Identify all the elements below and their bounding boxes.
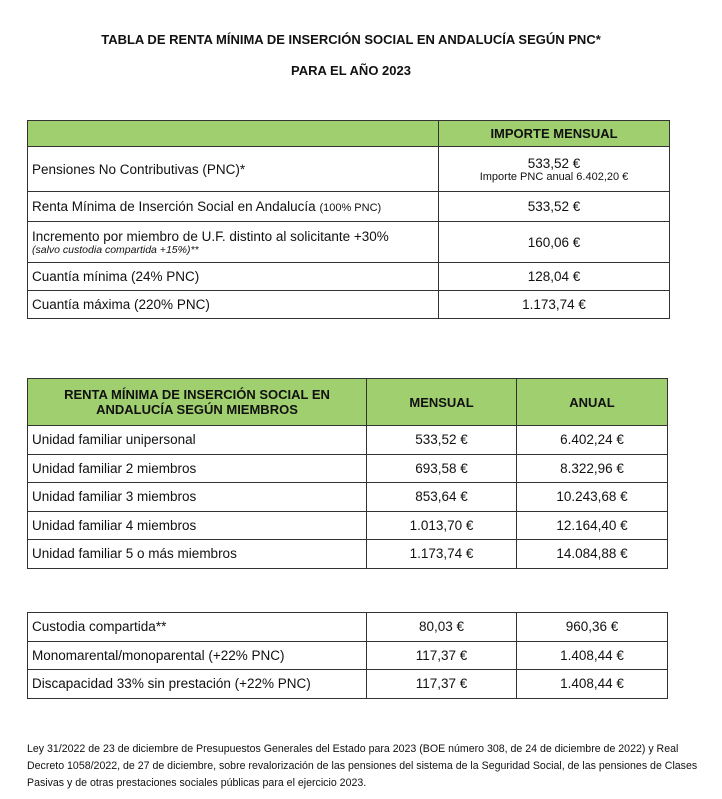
row-label: Unidad familiar 5 o más miembros [27, 539, 367, 569]
row-mensual: 853,64 € [366, 482, 517, 512]
row-label: Incremento por miembro de U.F. distinto … [32, 228, 389, 244]
row-value: 128,04 € [438, 262, 670, 291]
page-title: TABLA DE RENTA MÍNIMA DE INSERCIÓN SOCIA… [101, 32, 601, 47]
row-value: 160,06 € [438, 221, 670, 263]
table-row: Incremento por miembro de U.F. distinto … [27, 221, 670, 263]
header-mensual: MENSUAL [366, 378, 517, 426]
table-row: Unidad familiar 3 miembros 853,64 €10.243… [27, 482, 668, 512]
row-anual: 12.164,40 € [516, 510, 668, 540]
table-row: Custodia compartida** 80,03 €960,36 € [27, 612, 668, 642]
row-subvalue: Importe PNC anual 6.402,20 € [479, 170, 629, 183]
row-anual: 14.084,88 € [516, 539, 668, 569]
table-row: Unidad familiar unipersonal 533,52 €6.402… [27, 425, 668, 455]
row-value: 533,52 € [438, 191, 670, 222]
header-members: RENTA MÍNIMA DE INSERCIÓN SOCIAL EN ANDA… [27, 378, 367, 426]
row-label: Pensiones No Contributivas (PNC)* [27, 146, 439, 192]
row-label: Discapacidad 33% sin prestación (+22% PN… [27, 669, 367, 699]
header-anual: ANUAL [516, 378, 668, 426]
table-row: Discapacidad 33% sin prestación (+22% PN… [27, 669, 668, 699]
row-mensual: 693,58 € [366, 453, 517, 483]
members-table: RENTA MÍNIMA DE INSERCIÓN SOCIAL EN ANDA… [27, 378, 668, 569]
row-anual: 1.408,44 € [516, 640, 668, 670]
row-label: Unidad familiar 2 miembros [27, 453, 367, 483]
row-anual: 10.243,68 € [516, 482, 668, 512]
table-row: Pensiones No Contributivas (PNC)* 533,52 … [27, 146, 670, 192]
row-label: Unidad familiar 4 miembros [27, 510, 367, 540]
empty-header [27, 120, 439, 147]
table-row: Unidad familiar 5 o más miembros 1.173,74… [27, 539, 668, 569]
row-mensual: 1.173,74 € [366, 539, 517, 569]
table-row: Unidad familiar 2 miembros 693,58 €8.322,… [27, 453, 668, 483]
row-label: Monomarental/monoparental (+22% PNC) [27, 640, 367, 670]
row-value: 533,52 € [527, 155, 581, 171]
row-mensual: 117,37 € [366, 640, 517, 670]
row-mensual: 1.013,70 € [366, 510, 517, 540]
row-anual: 8.322,96 € [516, 453, 668, 483]
table-row: Cuantía máxima (220% PNC) 1.173,74 € [27, 290, 670, 319]
header-importe-mensual: IMPORTE MENSUAL [438, 120, 670, 147]
page-subtitle: PARA EL AÑO 2023 [291, 63, 411, 78]
row-mensual: 117,37 € [366, 669, 517, 699]
row-label: Cuantía máxima (220% PNC) [27, 290, 439, 319]
row-label: Custodia compartida** [27, 612, 367, 642]
row-label: Unidad familiar 3 miembros [27, 482, 367, 512]
row-anual: 6.402,24 € [516, 425, 668, 455]
table-row: Cuantía mínima (24% PNC) 128,04 € [27, 262, 670, 291]
supplements-table: Custodia compartida** 80,03 €960,36 € Mono… [27, 612, 668, 699]
footnote: Ley 31/2022 de 23 de diciembre de Presup… [27, 743, 698, 789]
table-row: Unidad familiar 4 miembros 1.013,70 €12.1… [27, 510, 668, 540]
row-note: (salvo custodia compartida +15%)** [32, 243, 199, 256]
table-row: Renta Mínima de Inserción Social en Anda… [27, 191, 670, 222]
row-anual: 1.408,44 € [516, 669, 668, 699]
row-mensual: 533,52 € [366, 425, 517, 455]
row-value: 1.173,74 € [438, 290, 670, 319]
row-label: Unidad familiar unipersonal [27, 425, 367, 455]
row-mensual: 80,03 € [366, 612, 517, 642]
row-anual: 960,36 € [516, 612, 668, 642]
table-row: Monomarental/monoparental (+22% PNC) 117,… [27, 640, 668, 670]
pnc-table: IMPORTE MENSUAL Pensiones No Contributiv… [27, 120, 670, 319]
row-label: Renta Mínima de Inserción Social en Anda… [32, 199, 316, 214]
row-label: Cuantía mínima (24% PNC) [27, 262, 439, 291]
row-label-note: (100% PNC) [319, 202, 382, 214]
